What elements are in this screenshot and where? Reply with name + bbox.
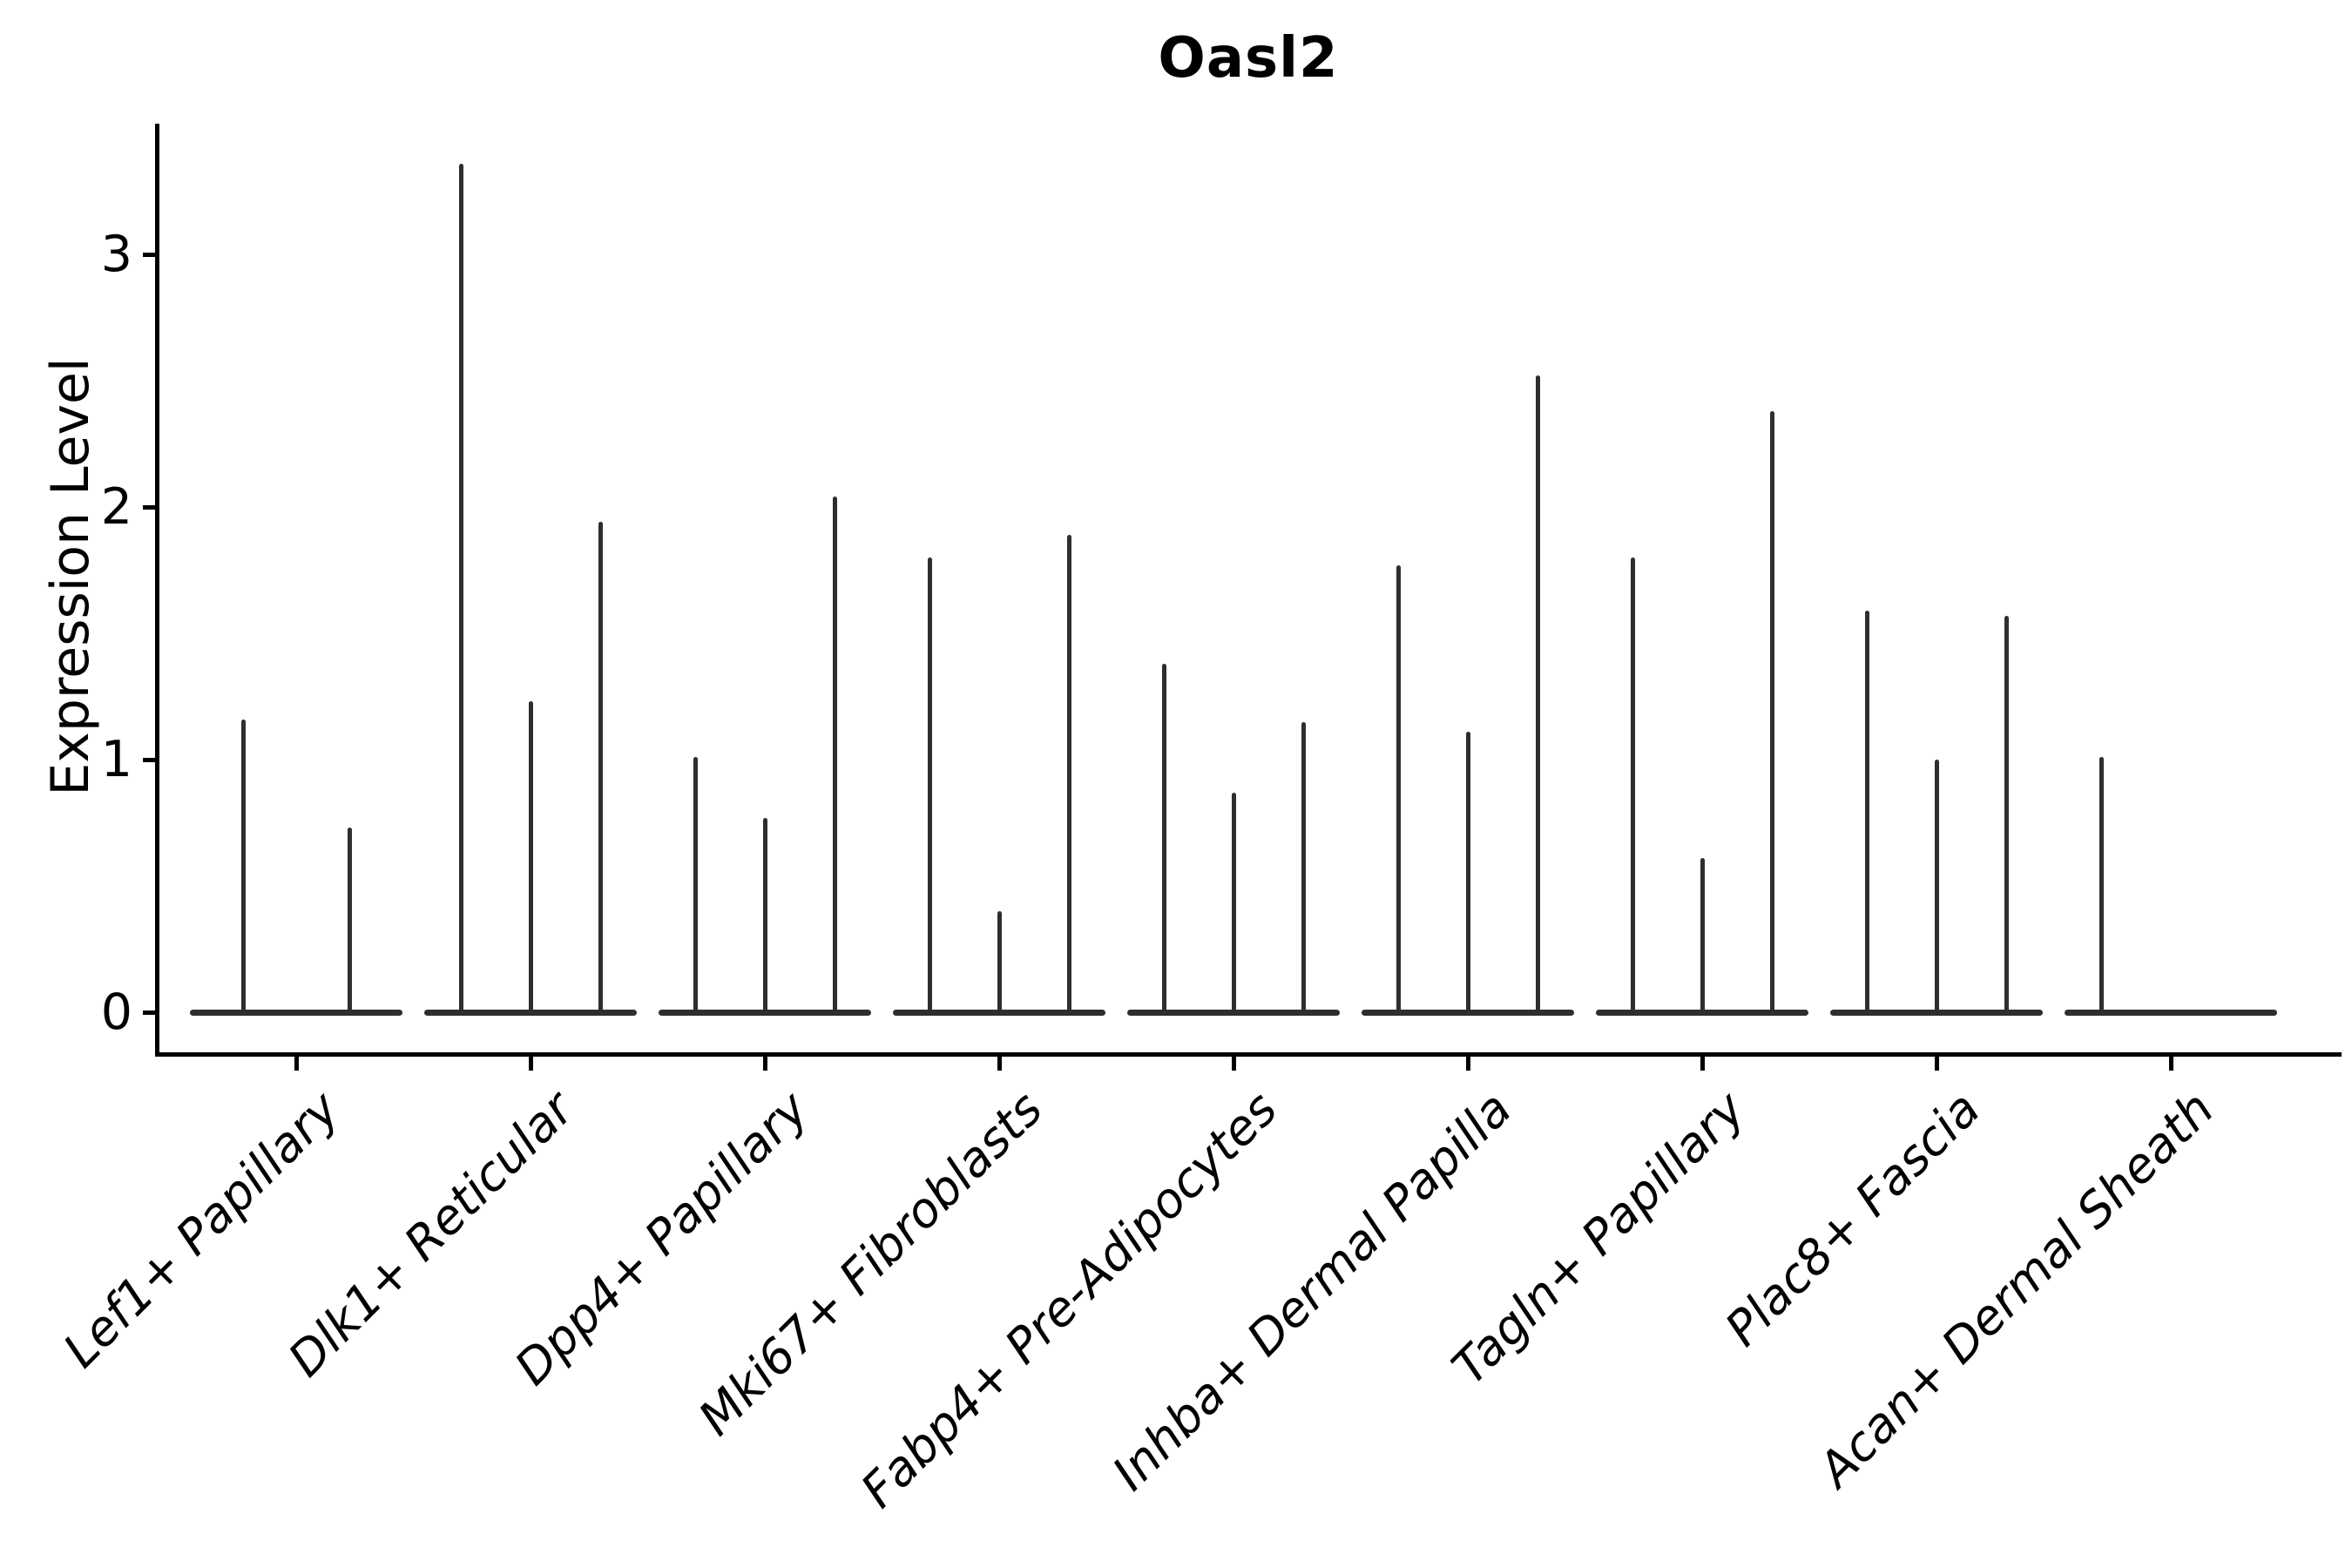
- x-tick-label: Plac8+ Fascia: [1713, 1080, 1990, 1357]
- violin-density-spike: [927, 558, 932, 1016]
- violin-density-spike: [1769, 410, 1774, 1016]
- violin-density-spike: [347, 828, 352, 1016]
- x-tick-mark: [1465, 1057, 1470, 1071]
- violin-density-spike: [528, 701, 533, 1016]
- violin-density-spike: [832, 497, 837, 1016]
- chart-title: Oasl2: [1158, 26, 1339, 91]
- violin-density-spike: [1535, 375, 1540, 1016]
- y-tick-label: 1: [100, 731, 132, 788]
- violin-zero-baseline: [190, 1009, 402, 1016]
- violin-density-spike: [458, 163, 463, 1016]
- x-tick-mark: [1231, 1057, 1236, 1071]
- violin-density-spike: [1465, 732, 1470, 1016]
- x-axis-spine: [155, 1052, 2342, 1057]
- x-tick-mark: [762, 1057, 767, 1071]
- violin-zero-baseline: [2065, 1009, 2277, 1016]
- x-tick-mark: [1934, 1057, 1939, 1071]
- y-tick-mark: [143, 1010, 155, 1015]
- x-tick-mark: [1700, 1057, 1705, 1071]
- violin-density-spike: [1630, 558, 1635, 1016]
- violin-density-spike: [762, 817, 767, 1016]
- y-tick-label: 0: [100, 983, 132, 1041]
- violin-density-spike: [1161, 663, 1166, 1016]
- violin-density-spike: [2004, 615, 2009, 1016]
- x-tick-mark: [294, 1057, 299, 1071]
- y-tick-label: 3: [100, 226, 132, 283]
- violin-density-spike: [2099, 757, 2104, 1016]
- violin-density-spike: [693, 757, 698, 1016]
- x-tick-mark: [997, 1057, 1002, 1071]
- y-axis-spine: [155, 124, 159, 1057]
- x-tick-label: Acan+ Dermal Sheath: [1808, 1080, 2225, 1497]
- violin-density-spike: [1066, 534, 1071, 1016]
- violin-density-spike: [1301, 721, 1306, 1016]
- y-tick-label: 2: [100, 478, 132, 536]
- violin-density-spike: [1700, 858, 1705, 1016]
- violin-density-spike: [240, 719, 246, 1016]
- violin-density-spike: [1396, 564, 1401, 1016]
- y-tick-mark: [143, 504, 155, 510]
- violin-density-spike: [1934, 760, 1939, 1016]
- violin-density-spike: [1231, 792, 1236, 1016]
- x-tick-label: Fabp4+ Pre-Adipocytes: [849, 1080, 1288, 1518]
- x-tick-mark: [528, 1057, 533, 1071]
- violin-density-spike: [1864, 610, 1869, 1016]
- y-tick-mark: [143, 252, 155, 257]
- x-tick-mark: [2168, 1057, 2173, 1071]
- violin-density-spike: [598, 522, 603, 1016]
- y-tick-mark: [143, 757, 155, 762]
- violin-density-spike: [997, 911, 1002, 1016]
- x-tick-label: Inhba+ Dermal Papilla: [1101, 1080, 1522, 1502]
